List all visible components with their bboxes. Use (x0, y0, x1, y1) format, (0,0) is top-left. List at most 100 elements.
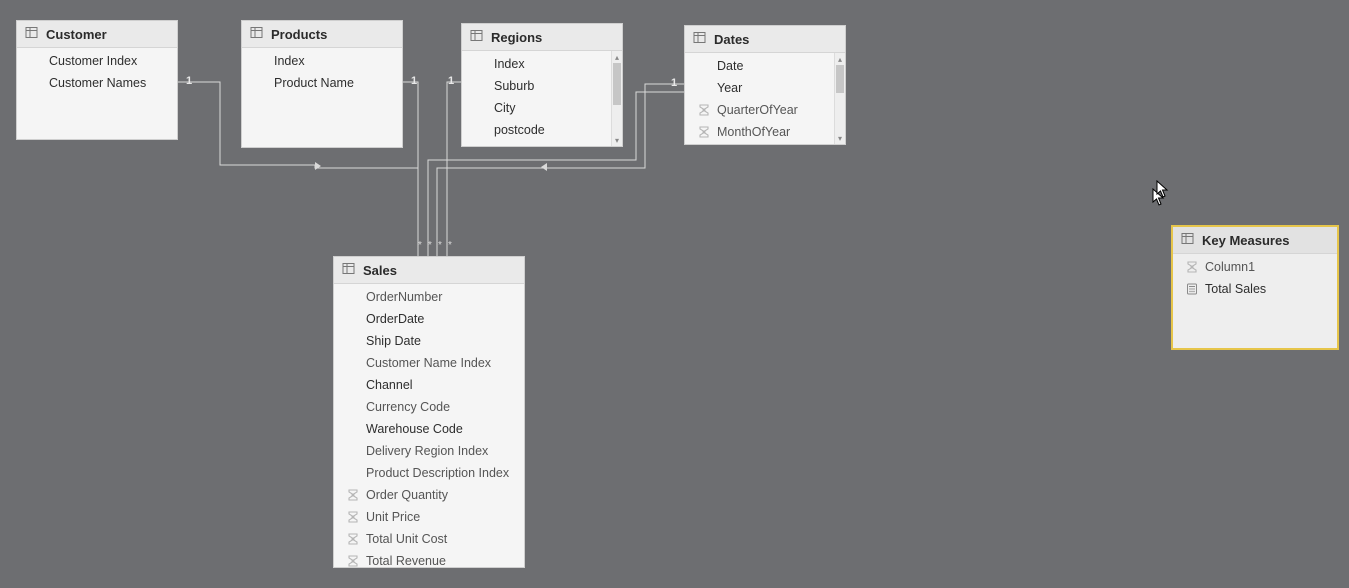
table-header[interactable]: Customer (17, 21, 177, 48)
field-row[interactable]: Customer Name Index (334, 352, 524, 374)
sigma-icon (695, 104, 713, 116)
field-name: City (494, 99, 614, 117)
field-row[interactable]: Total Revenue (334, 550, 524, 567)
field-row[interactable]: Customer Index (17, 50, 177, 72)
field-row[interactable]: Channel (334, 374, 524, 396)
table-card-regions[interactable]: RegionsIndexSuburbCitypostcodeLongitude▴… (461, 23, 623, 147)
field-row[interactable]: Order Quantity (334, 484, 524, 506)
relationship-line[interactable] (447, 82, 461, 256)
field-name: Product Description Index (366, 464, 516, 482)
scrollbar-thumb[interactable] (836, 65, 844, 93)
field-row[interactable]: Warehouse Code (334, 418, 524, 440)
table-title: Regions (491, 30, 542, 45)
field-name: OrderNumber (366, 288, 516, 306)
table-card-products[interactable]: Products Index Product Name (241, 20, 403, 148)
scrollbar[interactable]: ▴▾ (834, 53, 845, 144)
table-icon (693, 31, 706, 47)
field-row[interactable]: Date (685, 55, 845, 77)
field-name: Index (494, 55, 614, 73)
scroll-down-icon[interactable]: ▾ (612, 134, 622, 146)
field-row[interactable]: Customer Names (17, 72, 177, 94)
table-icon (25, 26, 38, 42)
field-row[interactable]: Suburb (462, 75, 622, 97)
field-row[interactable]: Year (685, 77, 845, 99)
field-row[interactable]: MonthOfYear (685, 121, 845, 143)
field-row[interactable]: Column1 (1173, 256, 1337, 278)
field-row[interactable]: Index (462, 53, 622, 75)
field-row[interactable]: Ship Date (334, 330, 524, 352)
field-name: MonthOfYear (717, 123, 837, 141)
field-row[interactable]: Product Name (242, 72, 402, 94)
table-title: Products (271, 27, 327, 42)
cardinality-one-label: 1 (448, 75, 454, 87)
field-name: Index (274, 52, 394, 70)
field-row[interactable]: Total Sales (1173, 278, 1337, 300)
field-name: Date (717, 57, 837, 75)
cardinality-one-label: 1 (671, 77, 677, 89)
calculator-icon (1183, 283, 1201, 295)
sigma-icon (344, 489, 362, 501)
field-row[interactable]: postcode (462, 119, 622, 141)
field-name: Customer Name Index (366, 354, 516, 372)
scroll-down-icon[interactable]: ▾ (835, 132, 845, 144)
field-row[interactable]: Longitude (462, 141, 622, 146)
field-name: Unit Price (366, 508, 516, 526)
table-card-keymeasures[interactable]: Key Measures Column1Total Sales (1171, 225, 1339, 350)
sigma-icon (695, 126, 713, 138)
table-header[interactable]: Sales (334, 257, 524, 284)
table-header[interactable]: Dates (685, 26, 845, 53)
cursor-icon (1156, 180, 1170, 198)
field-row[interactable]: Currency Code (334, 396, 524, 418)
field-row[interactable]: Total Unit Cost (334, 528, 524, 550)
field-name: Total Unit Cost (366, 530, 516, 548)
table-field-list: Column1Total Sales (1173, 254, 1337, 348)
field-name: Ship Date (366, 332, 516, 350)
field-name: Product Name (274, 74, 394, 92)
relationship-arrow-icon (541, 163, 547, 171)
field-row[interactable]: OrderNumber (334, 286, 524, 308)
table-header[interactable]: Regions (462, 24, 622, 51)
relationship-arrow-icon (315, 162, 321, 170)
cardinality-one-label: 1 (186, 75, 192, 87)
table-title: Key Measures (1202, 233, 1289, 248)
cardinality-many-icon: * (448, 240, 452, 251)
table-title: Dates (714, 32, 749, 47)
table-card-customer[interactable]: Customer Customer IndexCustomer Names (16, 20, 178, 140)
field-row[interactable]: MonthName (685, 143, 845, 144)
relationship-line[interactable] (403, 82, 418, 256)
scroll-up-icon[interactable]: ▴ (835, 53, 845, 65)
table-title: Sales (363, 263, 397, 278)
field-name: QuarterOfYear (717, 101, 837, 119)
scrollbar[interactable]: ▴▾ (611, 51, 622, 146)
field-row[interactable]: Delivery Region Index (334, 440, 524, 462)
field-row[interactable]: City (462, 97, 622, 119)
table-icon (1181, 232, 1194, 248)
table-field-list: Date Year QuarterOfYear MonthOfYear MonthNam… (685, 53, 845, 144)
table-card-sales[interactable]: Sales OrderNumber OrderDate Ship Date Custom… (333, 256, 525, 568)
field-name: OrderDate (366, 310, 516, 328)
table-field-list: Index Product Name (242, 48, 402, 147)
table-header[interactable]: Products (242, 21, 402, 48)
table-field-list: OrderNumber OrderDate Ship Date Customer Na… (334, 284, 524, 567)
scroll-up-icon[interactable]: ▴ (612, 51, 622, 63)
cardinality-many-icon: * (418, 240, 422, 251)
table-header[interactable]: Key Measures (1173, 227, 1337, 254)
table-icon (470, 29, 483, 45)
table-card-dates[interactable]: Dates Date Year QuarterOfYear MonthOfYear Mon… (684, 25, 846, 145)
sigma-icon (1183, 261, 1201, 273)
field-name: Longitude (494, 143, 614, 146)
field-row[interactable]: Index (242, 50, 402, 72)
table-title: Customer (46, 27, 107, 42)
sigma-icon (344, 533, 362, 545)
cursor-icon (1152, 188, 1166, 206)
field-name: Order Quantity (366, 486, 516, 504)
field-row[interactable]: Unit Price (334, 506, 524, 528)
field-row[interactable]: OrderDate (334, 308, 524, 330)
field-row[interactable]: Product Description Index (334, 462, 524, 484)
field-name: Currency Code (366, 398, 516, 416)
table-icon (342, 262, 355, 278)
sigma-icon (344, 555, 362, 567)
scrollbar-thumb[interactable] (613, 63, 621, 105)
field-row[interactable]: QuarterOfYear (685, 99, 845, 121)
table-field-list: IndexSuburbCitypostcodeLongitude▴▾ (462, 51, 622, 146)
